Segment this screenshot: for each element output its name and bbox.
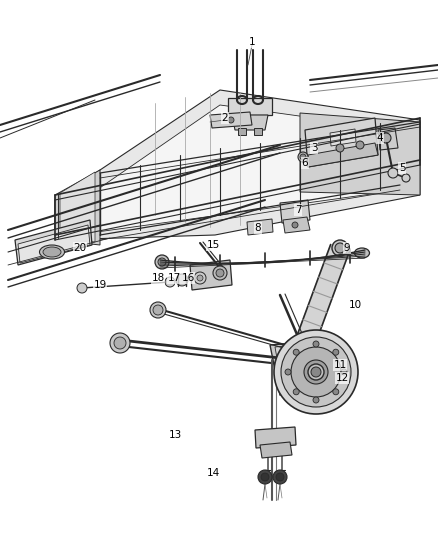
Circle shape bbox=[335, 243, 345, 253]
Text: 14: 14 bbox=[206, 468, 219, 478]
Circle shape bbox=[402, 174, 410, 182]
Circle shape bbox=[276, 473, 284, 481]
Text: 15: 15 bbox=[206, 240, 219, 250]
Circle shape bbox=[153, 305, 163, 315]
Circle shape bbox=[332, 240, 348, 256]
Circle shape bbox=[313, 341, 319, 347]
Polygon shape bbox=[190, 260, 232, 290]
Polygon shape bbox=[238, 128, 246, 135]
Circle shape bbox=[176, 274, 188, 286]
Circle shape bbox=[388, 168, 398, 178]
Polygon shape bbox=[270, 340, 340, 395]
Polygon shape bbox=[55, 90, 420, 240]
Polygon shape bbox=[260, 442, 292, 458]
Polygon shape bbox=[305, 118, 378, 167]
Circle shape bbox=[194, 272, 206, 284]
Polygon shape bbox=[18, 225, 90, 263]
Polygon shape bbox=[60, 172, 95, 242]
Polygon shape bbox=[15, 220, 92, 265]
Circle shape bbox=[341, 369, 347, 375]
Text: 3: 3 bbox=[311, 143, 317, 153]
Circle shape bbox=[261, 473, 269, 481]
Circle shape bbox=[114, 337, 126, 349]
Circle shape bbox=[381, 133, 391, 143]
Circle shape bbox=[165, 277, 175, 287]
Circle shape bbox=[356, 141, 364, 149]
Circle shape bbox=[110, 333, 130, 353]
Circle shape bbox=[293, 349, 299, 355]
Circle shape bbox=[274, 330, 358, 414]
Polygon shape bbox=[300, 113, 420, 195]
Circle shape bbox=[293, 389, 299, 395]
Circle shape bbox=[286, 361, 304, 379]
Circle shape bbox=[158, 258, 166, 266]
Polygon shape bbox=[330, 129, 356, 146]
Circle shape bbox=[77, 283, 87, 293]
Circle shape bbox=[216, 269, 224, 277]
Circle shape bbox=[308, 364, 324, 380]
Text: 11: 11 bbox=[333, 360, 346, 370]
Polygon shape bbox=[283, 217, 310, 233]
Circle shape bbox=[281, 337, 351, 407]
Circle shape bbox=[333, 389, 339, 395]
Ellipse shape bbox=[354, 248, 370, 258]
Circle shape bbox=[313, 397, 319, 403]
Text: 9: 9 bbox=[344, 243, 350, 253]
Polygon shape bbox=[55, 170, 100, 245]
Circle shape bbox=[336, 144, 344, 152]
Text: 10: 10 bbox=[349, 300, 361, 310]
Circle shape bbox=[290, 365, 300, 375]
Text: 16: 16 bbox=[181, 273, 194, 283]
Polygon shape bbox=[255, 427, 296, 448]
Text: 20: 20 bbox=[74, 243, 87, 253]
Circle shape bbox=[300, 154, 306, 160]
Polygon shape bbox=[378, 128, 398, 150]
Ellipse shape bbox=[43, 247, 61, 257]
Polygon shape bbox=[308, 143, 378, 167]
Circle shape bbox=[304, 360, 328, 384]
Ellipse shape bbox=[39, 245, 64, 259]
Polygon shape bbox=[280, 200, 310, 223]
Circle shape bbox=[258, 470, 272, 484]
Text: 13: 13 bbox=[168, 430, 182, 440]
Circle shape bbox=[333, 349, 339, 355]
Text: 8: 8 bbox=[254, 223, 261, 233]
Text: 7: 7 bbox=[295, 205, 301, 215]
Circle shape bbox=[291, 347, 341, 397]
Polygon shape bbox=[275, 342, 337, 392]
Polygon shape bbox=[210, 112, 252, 128]
Text: 5: 5 bbox=[399, 163, 405, 173]
Polygon shape bbox=[228, 98, 272, 115]
Circle shape bbox=[285, 369, 291, 375]
Text: 6: 6 bbox=[302, 158, 308, 168]
Text: 2: 2 bbox=[222, 113, 228, 123]
Text: 17: 17 bbox=[167, 273, 180, 283]
Text: 4: 4 bbox=[377, 133, 383, 143]
Circle shape bbox=[273, 470, 287, 484]
Circle shape bbox=[197, 275, 203, 281]
Circle shape bbox=[155, 255, 169, 269]
Text: 19: 19 bbox=[93, 280, 106, 290]
Polygon shape bbox=[286, 245, 350, 374]
Text: 12: 12 bbox=[336, 373, 349, 383]
Polygon shape bbox=[75, 105, 400, 235]
Circle shape bbox=[228, 117, 234, 123]
Circle shape bbox=[213, 266, 227, 280]
Polygon shape bbox=[232, 115, 268, 130]
Polygon shape bbox=[254, 128, 262, 135]
Polygon shape bbox=[247, 219, 273, 235]
Circle shape bbox=[150, 302, 166, 318]
Text: 18: 18 bbox=[152, 273, 165, 283]
Text: 1: 1 bbox=[249, 37, 255, 47]
Circle shape bbox=[311, 367, 321, 377]
Circle shape bbox=[298, 152, 308, 162]
Circle shape bbox=[292, 222, 298, 228]
